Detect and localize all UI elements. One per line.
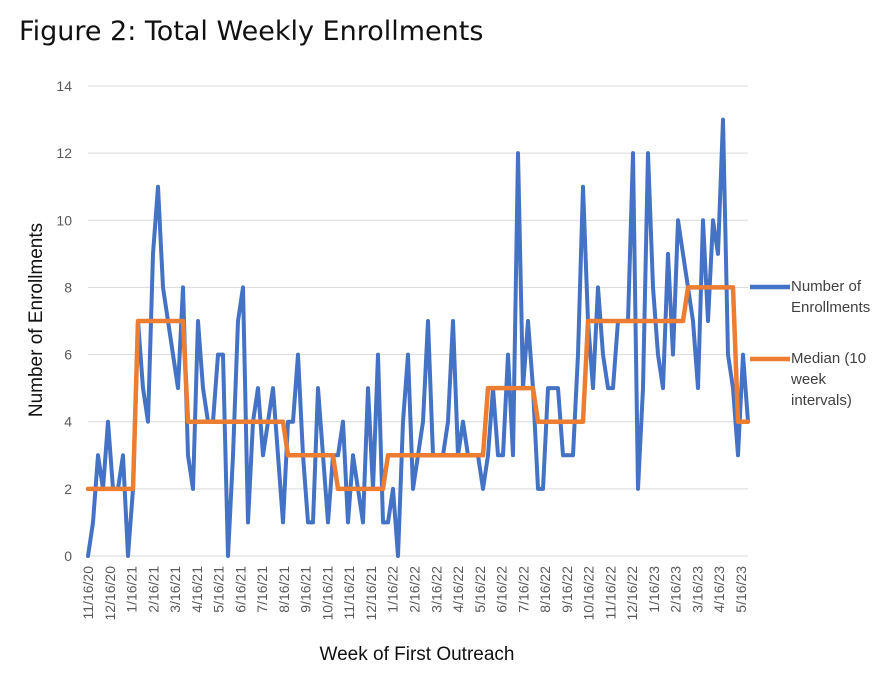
x-tick-label: 2/16/22 (407, 566, 423, 613)
legend-label: week (790, 371, 827, 388)
x-tick-label: 2/16/23 (668, 566, 684, 613)
legend-label: intervals) (791, 392, 852, 409)
x-tick-label: 10/16/21 (319, 566, 335, 621)
y-axis-label: Number of Enrollments (26, 223, 47, 417)
legend-label: Number of (791, 278, 862, 295)
median-line (85, 285, 751, 492)
x-tick-label: 3/16/22 (428, 566, 444, 613)
x-tick-label: 11/16/21 (341, 566, 357, 620)
x-tick-label: 1/16/22 (385, 566, 401, 613)
x-tick-label: 5/16/22 (472, 566, 488, 613)
legend-label: Median (10 (791, 350, 866, 367)
x-axis-label: Week of First Outreach (320, 644, 515, 665)
x-tick-label: 3/16/23 (689, 566, 705, 613)
x-tick-label: 4/16/23 (711, 566, 727, 613)
x-tick-label: 2/16/21 (145, 566, 161, 613)
x-tick-label: 3/16/21 (167, 566, 183, 613)
x-tick-label: 8/16/21 (276, 566, 292, 613)
y-tick-label: 14 (56, 78, 72, 94)
x-tick-label: 5/16/21 (211, 566, 227, 613)
legend: Number of Enrollments Median (10 week interv… (750, 278, 870, 409)
y-axis-ticks: 0 2 4 6 8 10 12 14 (56, 78, 72, 564)
legend-label: Enrollments (791, 299, 870, 316)
y-tick-label: 6 (64, 347, 72, 363)
y-tick-label: 2 (64, 481, 72, 497)
chart-title: Figure 2: Total Weekly Enrollments (19, 16, 484, 47)
x-tick-label: 12/16/21 (363, 566, 379, 621)
x-tick-label: 11/16/20 (80, 566, 96, 620)
x-tick-label: 9/16/21 (298, 566, 314, 613)
x-tick-label: 6/16/22 (494, 566, 510, 613)
x-tick-label: 5/16/23 (733, 566, 749, 613)
x-tick-label: 6/16/21 (232, 566, 248, 613)
x-tick-label: 4/16/22 (450, 566, 466, 613)
x-tick-label: 8/16/22 (537, 566, 553, 613)
enrollments-line (86, 117, 750, 558)
x-tick-label: 1/16/21 (124, 566, 140, 613)
x-tick-label: 12/16/20 (102, 566, 118, 621)
x-tick-label: 10/16/22 (581, 566, 597, 621)
series-lines (85, 117, 751, 558)
x-tick-label: 7/16/22 (515, 566, 531, 613)
y-tick-label: 12 (56, 145, 72, 161)
y-tick-label: 4 (64, 414, 72, 430)
y-tick-label: 10 (56, 212, 72, 228)
x-tick-label: 4/16/21 (189, 566, 205, 613)
x-tick-label: 11/16/22 (602, 566, 618, 620)
x-tick-label: 12/16/22 (624, 566, 640, 621)
x-tick-label: 1/16/23 (646, 566, 662, 613)
x-axis-ticks: 11/16/20 12/16/20 1/16/21 2/16/21 3/16/21 4/1… (80, 566, 749, 621)
x-tick-label: 7/16/21 (254, 566, 270, 613)
x-tick-label: 9/16/22 (559, 566, 575, 613)
y-tick-label: 0 (64, 548, 72, 564)
y-tick-label: 8 (64, 279, 72, 295)
